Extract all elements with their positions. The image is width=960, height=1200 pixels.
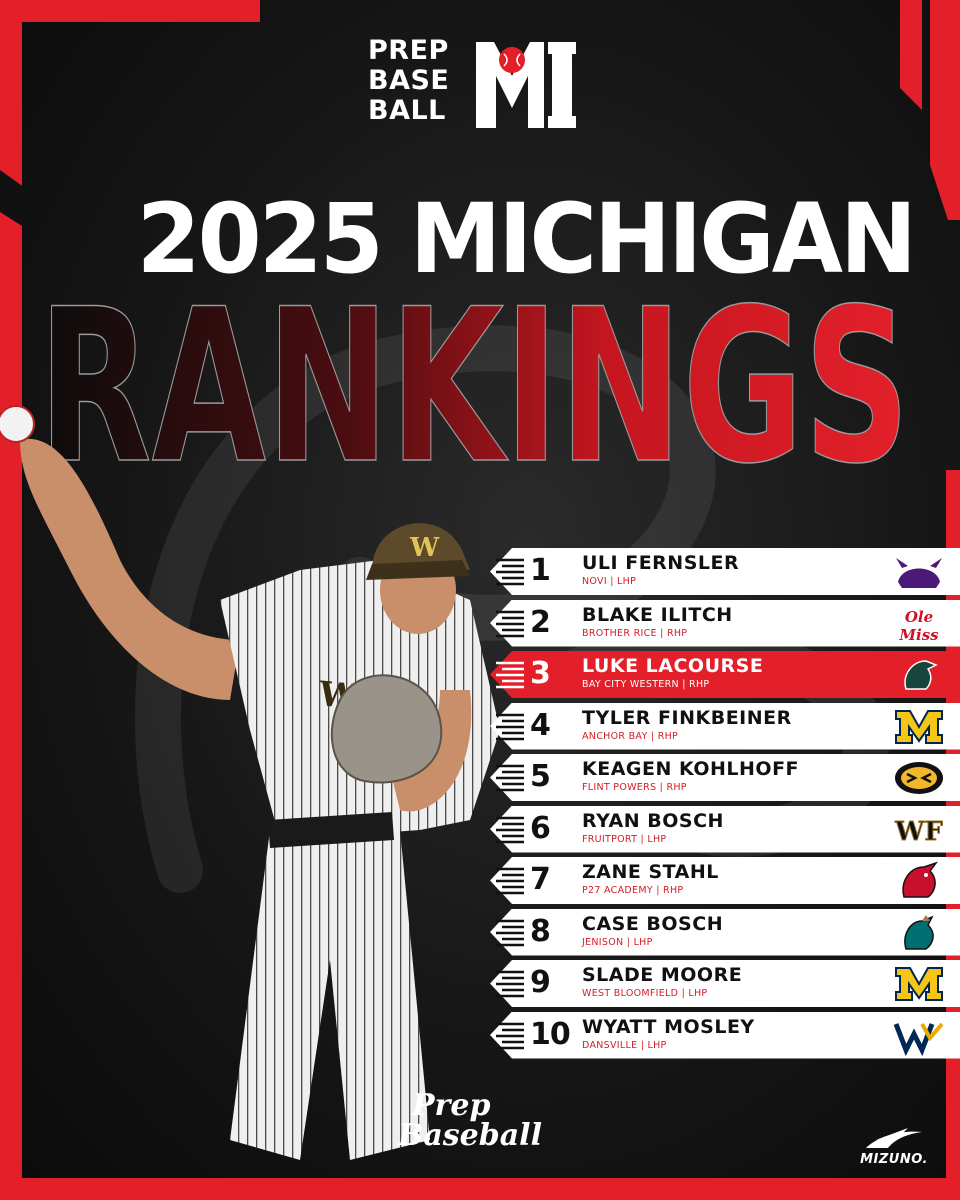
svg-text:WF: WF	[894, 817, 943, 847]
ranking-row: 9 SLADE MOORE WEST BLOOMFIELD | LHP	[490, 960, 960, 1007]
player-school-position: DANSVILLE | LHP	[582, 1039, 667, 1051]
player-school-position: FLINT POWERS | RHP	[582, 782, 687, 793]
speed-lines-icon	[496, 558, 524, 586]
michigan-state-spartan-icon	[904, 660, 938, 690]
speed-lines-icon	[496, 713, 524, 740]
ranking-row-background	[490, 754, 960, 801]
rank-number: 6	[530, 810, 551, 846]
player-school-position: BROTHER RICE | RHP	[582, 627, 688, 639]
player-name: WYATT MOSLEY	[582, 1015, 755, 1038]
ranking-row-background	[490, 599, 960, 647]
rank-number: 1	[530, 553, 551, 588]
bottom-red-border	[0, 1178, 960, 1200]
footer-brand-line2: Baseball	[398, 1118, 542, 1153]
michigan-mi-icon	[476, 42, 576, 128]
louisville-cardinal-icon	[902, 861, 939, 898]
rank-number: 4	[530, 707, 551, 743]
ranking-row: 10 WYATT MOSLEY DANSVILLE | LHP	[490, 1011, 960, 1059]
prep-baseball-footer-logo: Prep Baseball	[398, 1088, 558, 1164]
mizuno-runbird-icon	[866, 1128, 922, 1148]
rank-number: 2	[530, 604, 551, 640]
ranking-row: 5 KEAGEN KOHLHOFF FLINT POWERS | RHP	[490, 754, 960, 801]
player-name: KEAGEN KOHLHOFF	[582, 758, 800, 780]
logo-line-base: BASE	[368, 65, 450, 96]
logo-wordmark: PREP BASE BALL	[368, 36, 449, 126]
ranking-row-background	[490, 805, 960, 853]
svg-text:Ole: Ole	[905, 608, 933, 626]
rankings-headline: RANKINGS	[37, 288, 911, 478]
michigan-block-m-icon	[895, 709, 943, 744]
footer-brand-line1: Prep	[412, 1088, 491, 1123]
svg-text:Miss: Miss	[898, 626, 939, 644]
speed-lines-icon	[496, 764, 524, 792]
ranking-row: 7 ZANE STAHL P27 ACADEMY | RHP	[490, 857, 960, 904]
coastal-carolina-chanticleer-icon	[904, 914, 934, 950]
ranking-row-background	[490, 1011, 960, 1059]
west-virginia-wv-icon	[893, 1022, 944, 1056]
player-school-position: NOVI | LHP	[582, 576, 637, 587]
player-name: TYLER FINKBEINER	[582, 706, 792, 729]
missouri-tiger-icon	[895, 762, 943, 794]
baseball-icon	[0, 405, 35, 443]
ranking-row: 8 CASE BOSCH JENISON | LHP	[490, 908, 960, 956]
top-red-border	[0, 0, 260, 22]
left-red-border	[0, 0, 22, 1200]
svg-text:W: W	[409, 533, 440, 563]
logo-line-prep: PREP	[368, 35, 449, 66]
logo-line-ball: BALL	[368, 95, 446, 126]
ranking-row-background	[490, 548, 960, 595]
player-name: LUKE LACOURSE	[582, 655, 764, 677]
rankings-list: 1 ULI FERNSLER NOVI | LHP 2 BLAKE ILITCH BROT…	[490, 548, 960, 1063]
ranking-row-background	[490, 908, 960, 956]
player-name: ULI FERNSLER	[582, 552, 740, 574]
speed-lines-icon	[496, 610, 524, 637]
player-name: ZANE STAHL	[582, 861, 719, 883]
ranking-row: 2 BLAKE ILITCH BROTHER RICE | RHP Ole Miss	[490, 599, 960, 647]
mizuno-logo: MIZUNO.	[848, 1126, 940, 1170]
player-school-position: WEST BLOOMFIELD | LHP	[582, 988, 708, 999]
rank-number: 9	[530, 965, 551, 1000]
player-name: RYAN BOSCH	[582, 809, 724, 832]
ranking-row: 1 ULI FERNSLER NOVI | LHP	[490, 548, 960, 595]
speed-lines-icon	[496, 867, 524, 895]
ranking-row: 4 TYLER FINKBEINER ANCHOR BAY | RHP	[490, 702, 960, 750]
rankings-word: RANKINGS	[38, 288, 910, 478]
player-school-position: BAY CITY WESTERN | RHP	[582, 679, 710, 690]
player-name: BLAKE ILITCH	[582, 603, 733, 626]
rank-number: 8	[530, 913, 551, 949]
tcu-horned-frog-icon	[896, 558, 942, 588]
player-school-position: P27 ACADEMY | RHP	[582, 885, 684, 896]
speed-lines-icon	[496, 661, 524, 689]
speed-lines-icon	[496, 1022, 524, 1049]
ranking-row-background	[490, 857, 960, 904]
speed-lines-icon	[496, 919, 524, 946]
right-red-stripe-inner	[900, 0, 922, 110]
ranking-row-background	[490, 960, 960, 1007]
wake-forest-wf-icon: WF	[894, 816, 944, 847]
player-school-position: FRUITPORT | LHP	[582, 833, 667, 845]
rank-number: 3	[530, 656, 551, 691]
rank-number: 5	[530, 759, 551, 794]
player-school-position: JENISON | LHP	[582, 936, 653, 948]
ranking-row-background	[490, 702, 960, 750]
player-name: SLADE MOORE	[582, 964, 743, 986]
rank-number: 10	[530, 1016, 571, 1052]
rank-number: 7	[530, 862, 551, 897]
player-school-position: ANCHOR BAY | RHP	[582, 730, 679, 742]
sponsor-wordmark: MIZUNO.	[860, 1152, 928, 1167]
pitcher-photo: WES W	[0, 405, 500, 1160]
michigan-block-m-icon	[895, 967, 943, 1001]
right-red-stripe	[930, 0, 960, 220]
ranking-row-background	[490, 651, 960, 698]
page-title: 2025 MICHIGAN	[136, 183, 917, 296]
speed-lines-icon	[496, 816, 524, 843]
ranking-row: 6 RYAN BOSCH FRUITPORT | LHP WF	[490, 805, 960, 853]
ranking-row: 3 LUKE LACOURSE BAY CITY WESTERN | RHP	[490, 651, 960, 698]
speed-lines-icon	[496, 970, 524, 998]
player-name: CASE BOSCH	[582, 912, 724, 935]
prep-baseball-mi-logo: PREP BASE BALL	[368, 36, 578, 132]
